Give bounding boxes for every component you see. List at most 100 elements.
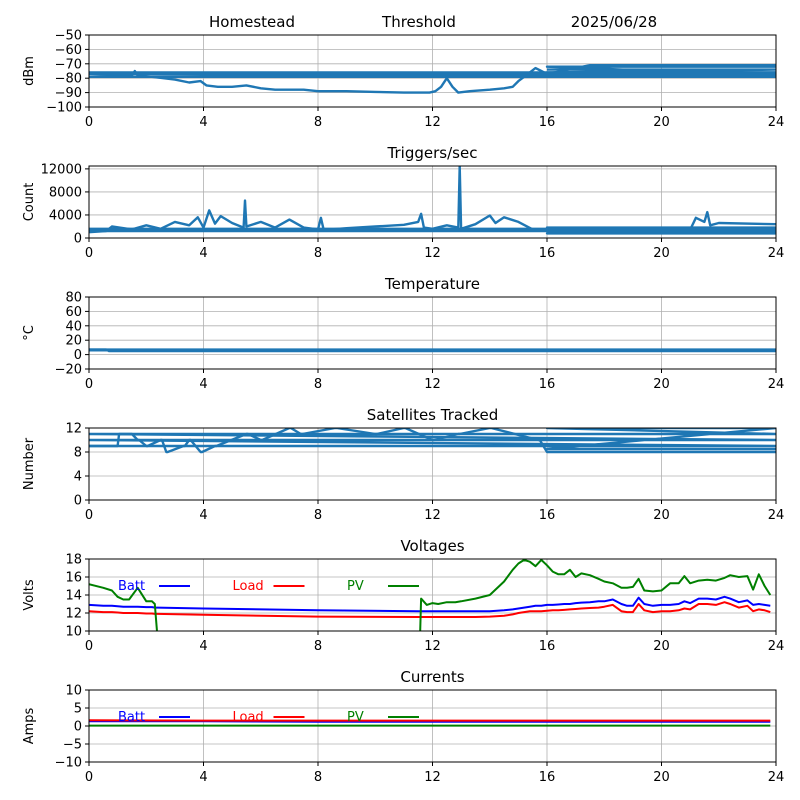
x-tick-label: 20 [653,115,670,130]
legend-label-pv: PV [347,710,364,725]
y-tick-label: −90 [55,86,82,101]
y-tick-label: 10 [65,684,82,699]
series-line-load [89,601,771,618]
y-tick-label: −50 [55,29,82,44]
x-tick-label: 4 [199,770,207,785]
series-group [89,348,776,353]
x-tick-label: 24 [768,770,785,785]
x-tick-label: 4 [199,115,207,130]
x-tick-label: 20 [653,377,670,392]
x-tick-label: 4 [199,246,207,261]
x-tick-label: 8 [314,639,322,654]
x-tick-label: 16 [539,770,556,785]
panel-6: 0 4 8 12 16 20 24 −10 −5 0 5 10 Currents Amps Batt Load… [22,668,784,785]
series-line-2 [89,226,776,235]
x-tick-label: 24 [768,508,785,523]
y-tick-label: 8000 [49,185,82,200]
x-tick-label: 20 [653,508,670,523]
y-tick-label: 18 [65,553,82,568]
series-group [89,428,776,454]
series-line-batt [89,595,771,613]
y-tick-label: 40 [65,319,82,334]
y-tick-label: 10 [65,625,82,640]
x-tick-label: 8 [314,115,322,130]
figure-header: Homestead Threshold 2025/06/28 [209,13,657,31]
x-tick-label: 16 [539,639,556,654]
x-tick-label: 16 [539,246,556,261]
x-tick-label: 4 [199,508,207,523]
y-axis-label: Number [22,437,37,490]
x-tick-label: 12 [424,377,441,392]
panel-2: 0 4 8 12 16 20 24 0 4000 8000 12000 Triggers/sec Cou… [22,144,784,261]
y-tick-label: 80 [65,291,82,306]
y-tick-label: −5 [63,738,82,753]
header-station: Homestead [209,13,295,31]
series-group [89,166,776,235]
x-tick-label: 16 [539,115,556,130]
x-tick-label: 12 [424,770,441,785]
y-tick-label: 12000 [41,162,82,177]
panel-title: Satellites Tracked [367,406,498,424]
x-tick-label: 16 [539,377,556,392]
series-line-2 [89,428,776,451]
y-tick-label: 12 [65,422,82,437]
x-tick-label: 0 [85,770,93,785]
y-tick-label: 4 [74,470,82,485]
panel-1: 0 4 8 12 16 20 24 −100−90−80−70−60−50 dBm [22,29,784,131]
y-tick-label: 14 [65,589,82,604]
series-line-3 [545,65,776,77]
series-group [89,559,772,631]
legend: Batt Load PV [118,710,419,725]
x-tick-label: 12 [424,246,441,261]
x-tick-label: 16 [539,508,556,523]
x-tick-label: 8 [314,770,322,785]
y-axis-label: °C [22,325,37,341]
y-axis-label: Amps [22,707,37,744]
series-line-pv [89,559,772,631]
series-line-2 [89,348,776,352]
y-tick-label: 5 [74,702,82,717]
y-tick-label: 12 [65,607,82,622]
y-tick-label: −100 [46,101,82,116]
x-tick-label: 12 [424,508,441,523]
x-tick-label: 24 [768,246,785,261]
y-tick-label: 60 [65,305,82,320]
x-tick-label: 0 [85,508,93,523]
x-tick-label: 0 [85,639,93,654]
y-tick-label: 0 [74,232,82,247]
panel-5: 0 4 8 12 16 20 24 10 12 14 16 18 Voltages Volts Batt Lo… [22,537,785,654]
x-tick-label: 8 [314,377,322,392]
x-tick-label: 24 [768,115,785,130]
x-tick-label: 20 [653,770,670,785]
y-tick-label: −60 [55,43,82,58]
y-tick-label: 0 [74,494,82,509]
legend-label-batt: Batt [118,579,145,594]
y-tick-label: 8 [74,446,82,461]
legend-label-pv: PV [347,579,364,594]
y-tick-label: 0 [74,348,82,363]
y-axis-label: Count [22,183,37,222]
x-tick-label: 4 [199,639,207,654]
x-tick-label: 8 [314,246,322,261]
y-axis-label: Volts [22,579,37,611]
legend: Batt Load PV [118,579,419,594]
x-tick-label: 20 [653,639,670,654]
header-mode: Threshold [381,13,456,31]
x-tick-label: 20 [653,246,670,261]
legend-label-load: Load [233,579,264,594]
x-tick-label: 8 [314,508,322,523]
y-tick-label: −80 [55,72,82,87]
y-axis-label: dBm [22,56,37,86]
x-tick-label: 24 [768,639,785,654]
panel-title: Currents [400,668,464,686]
series-group [89,63,776,94]
x-tick-label: 0 [85,246,93,261]
panel-title: Triggers/sec [387,144,478,162]
x-tick-label: 0 [85,377,93,392]
x-tick-label: 12 [424,115,441,130]
y-tick-label: 20 [65,334,82,349]
x-tick-label: 4 [199,377,207,392]
